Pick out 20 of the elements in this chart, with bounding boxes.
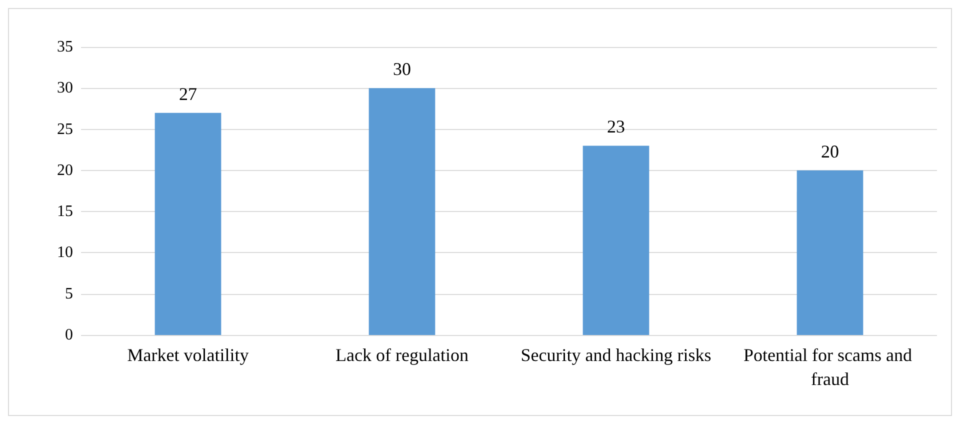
- y-tick-label: 25: [57, 120, 73, 138]
- x-tick-label: Market volatility: [127, 345, 249, 365]
- y-tick-label: 20: [57, 162, 73, 179]
- data-label: 20: [821, 141, 839, 162]
- y-tick-label: 10: [57, 244, 73, 262]
- y-tick-label: 35: [57, 38, 73, 56]
- x-tick-label: Potential for scams and fraud: [744, 345, 916, 389]
- data-label: 27: [179, 84, 197, 104]
- bar: [368, 88, 436, 335]
- bar: [796, 170, 864, 335]
- y-tick-label: 5: [65, 285, 73, 302]
- x-tick-label: Security and hacking risks: [520, 345, 712, 365]
- y-tick-label: 15: [57, 203, 73, 220]
- data-label: 23: [607, 116, 625, 137]
- bar: [582, 146, 650, 335]
- data-label: 30: [393, 59, 411, 80]
- x-tick-label: Lack of regulation: [336, 345, 468, 365]
- y-tick-label: 30: [57, 80, 73, 97]
- y-tick-label: 0: [65, 326, 73, 344]
- bar: [154, 112, 222, 335]
